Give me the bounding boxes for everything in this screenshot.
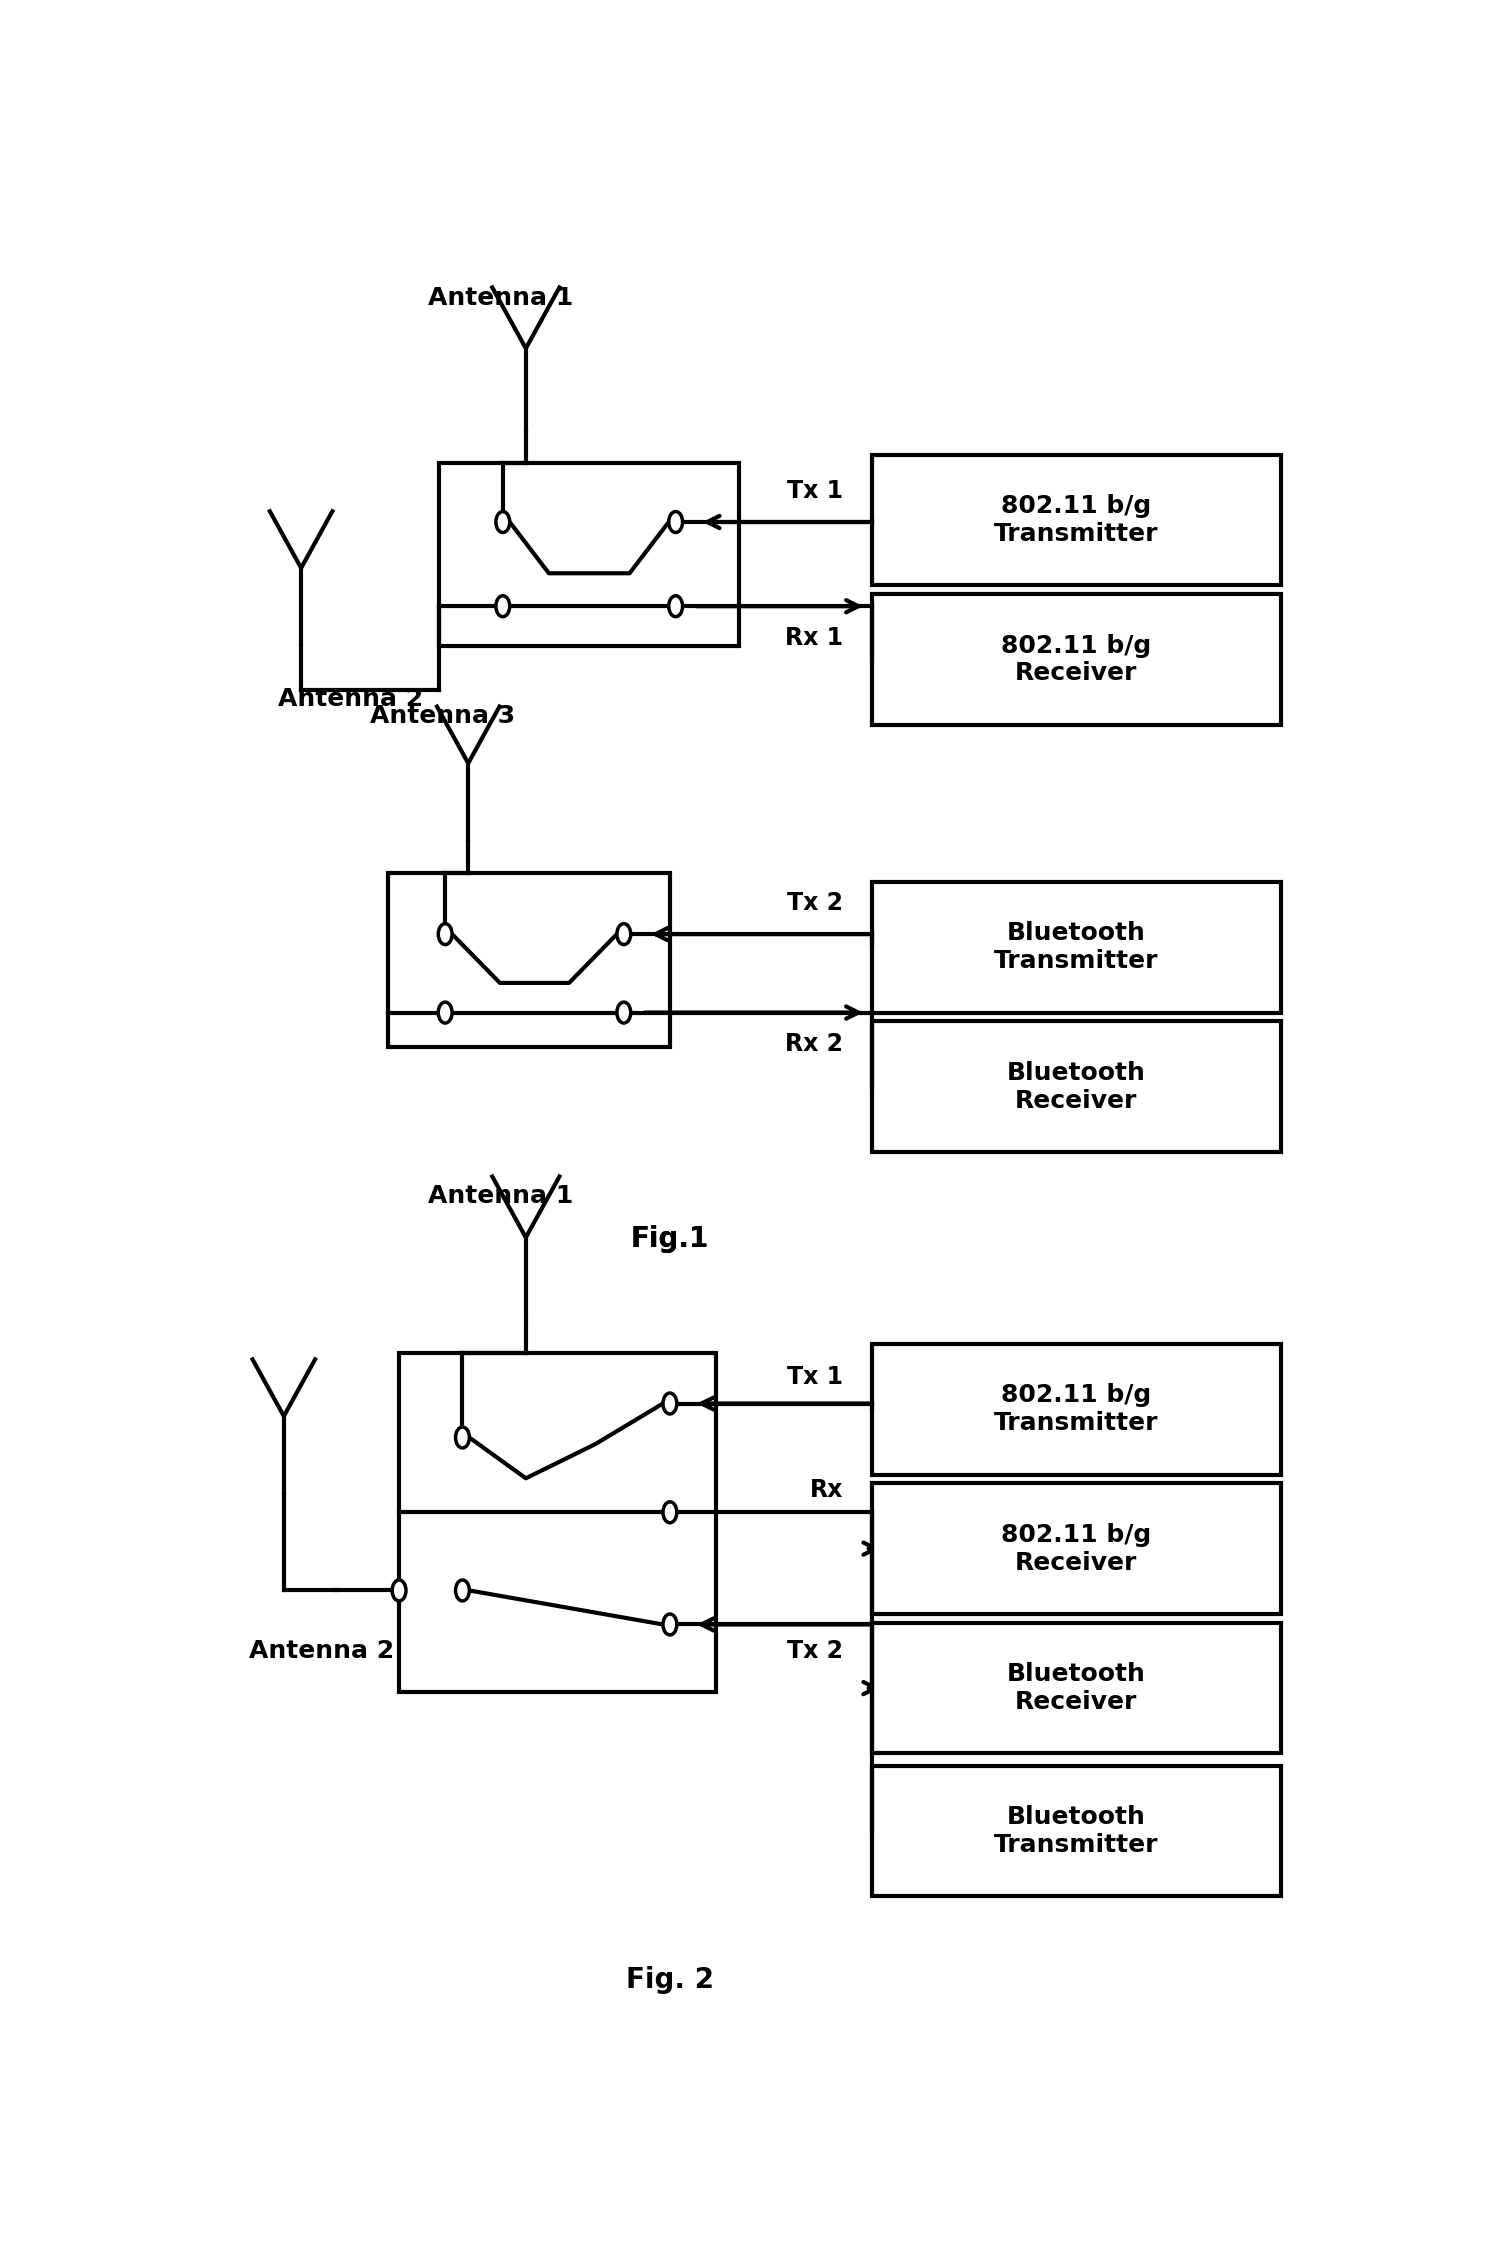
Text: Tx 2: Tx 2 bbox=[787, 890, 843, 915]
Text: Rx 2: Rx 2 bbox=[785, 1032, 843, 1055]
Bar bbox=[871, 1483, 1280, 1614]
Text: 802.11 b/g
Receiver: 802.11 b/g Receiver bbox=[1001, 1524, 1151, 1573]
Circle shape bbox=[393, 1580, 406, 1601]
Bar bbox=[871, 455, 1280, 586]
Circle shape bbox=[439, 924, 452, 944]
Text: 802.11 b/g
Transmitter: 802.11 b/g Transmitter bbox=[993, 1383, 1158, 1435]
Circle shape bbox=[663, 1614, 677, 1635]
Circle shape bbox=[669, 512, 683, 532]
Bar bbox=[871, 1345, 1280, 1474]
Text: Antenna 1: Antenna 1 bbox=[428, 1184, 572, 1207]
Bar bbox=[871, 1021, 1280, 1152]
Text: Tx 2: Tx 2 bbox=[787, 1639, 843, 1662]
Text: Fig.1: Fig.1 bbox=[630, 1225, 709, 1254]
Circle shape bbox=[439, 1003, 452, 1023]
Circle shape bbox=[617, 1003, 630, 1023]
Circle shape bbox=[669, 595, 683, 616]
Bar bbox=[871, 1623, 1280, 1755]
Text: Antenna 1: Antenna 1 bbox=[428, 285, 572, 310]
Text: Bluetooth
Receiver: Bluetooth Receiver bbox=[1007, 1662, 1145, 1714]
Circle shape bbox=[617, 924, 630, 944]
Circle shape bbox=[663, 1501, 677, 1524]
Text: Rx: Rx bbox=[809, 1478, 843, 1501]
Bar bbox=[871, 1766, 1280, 1897]
Text: Antenna 2: Antenna 2 bbox=[250, 1639, 394, 1664]
Text: Bluetooth
Transmitter: Bluetooth Transmitter bbox=[993, 921, 1158, 974]
Text: Fig.1: Fig.1 bbox=[630, 1225, 709, 1254]
Circle shape bbox=[663, 1392, 677, 1415]
Bar bbox=[871, 593, 1280, 724]
Text: Rx 1: Rx 1 bbox=[785, 625, 843, 650]
Text: Bluetooth
Transmitter: Bluetooth Transmitter bbox=[993, 1804, 1158, 1856]
Circle shape bbox=[455, 1580, 470, 1601]
Circle shape bbox=[455, 1426, 470, 1449]
Text: Tx 1: Tx 1 bbox=[787, 478, 843, 503]
Text: 802.11 b/g
Receiver: 802.11 b/g Receiver bbox=[1001, 634, 1151, 686]
Text: Tx 1: Tx 1 bbox=[787, 1365, 843, 1390]
Text: Antenna 3: Antenna 3 bbox=[370, 704, 516, 729]
Text: 802.11 b/g
Transmitter: 802.11 b/g Transmitter bbox=[993, 494, 1158, 546]
Circle shape bbox=[495, 595, 510, 616]
Text: Antenna 2: Antenna 2 bbox=[278, 686, 424, 711]
Bar bbox=[399, 1352, 717, 1693]
Bar bbox=[388, 874, 669, 1048]
Text: Fig. 2: Fig. 2 bbox=[626, 1965, 714, 1995]
Bar bbox=[871, 883, 1280, 1012]
Circle shape bbox=[495, 512, 510, 532]
Text: Bluetooth
Receiver: Bluetooth Receiver bbox=[1007, 1062, 1145, 1112]
Bar bbox=[440, 464, 739, 648]
